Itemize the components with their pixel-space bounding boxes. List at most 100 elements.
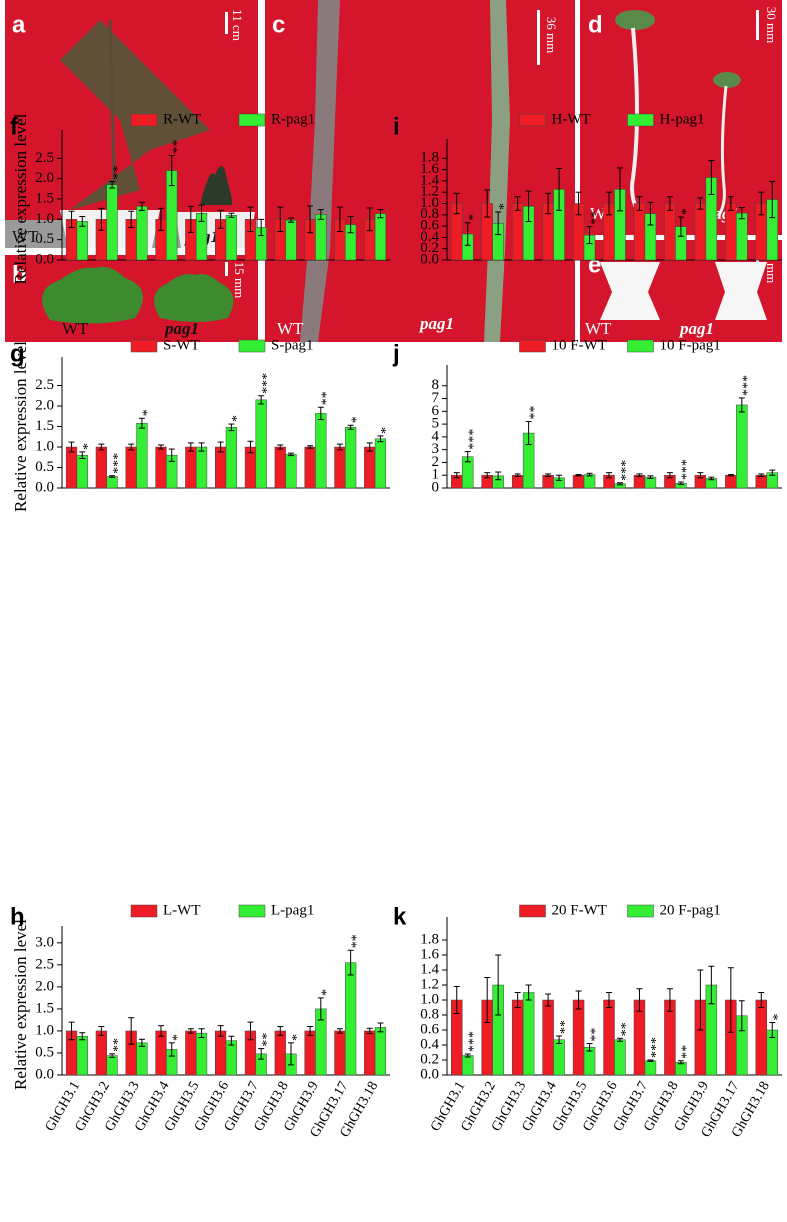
significance: **	[254, 1033, 269, 1047]
bar	[225, 215, 237, 261]
y-tick-label: 1.0	[420, 195, 439, 211]
y-tick-label: 0.4	[420, 229, 439, 245]
significance: ***	[643, 1037, 658, 1058]
y-tick-label: 3.0	[35, 934, 54, 950]
photo-b: b 15 mm WT pag1	[5, 255, 258, 342]
scale-label: 11 cm	[230, 9, 245, 41]
y-tick-label: 0.0	[420, 251, 439, 267]
y-tick-label: 1	[432, 467, 440, 483]
bar	[511, 999, 524, 1076]
bar	[255, 399, 267, 489]
bar	[644, 1060, 657, 1076]
y-tick-label: 2.0	[35, 397, 54, 413]
photo-label: pag1	[678, 319, 714, 338]
panel-letter: a	[12, 11, 26, 38]
significance: *	[460, 214, 475, 221]
y-tick-label: 2.5	[35, 150, 54, 166]
bar	[195, 1032, 208, 1076]
y-tick-label: 2	[432, 454, 440, 470]
bar	[125, 446, 137, 489]
bar	[755, 474, 768, 489]
bar	[215, 446, 227, 489]
y-tick-label: 1.6	[420, 161, 439, 177]
y-axis-label: Relative expression level	[11, 919, 30, 1090]
y-tick-label: 1.0	[35, 1022, 54, 1038]
photo-label: WT	[62, 319, 89, 338]
photo-label: WT	[277, 319, 304, 338]
y-tick-label: 0.5	[35, 1044, 54, 1060]
bar	[572, 474, 585, 489]
photo-label: pag1	[418, 314, 454, 333]
bar	[285, 219, 297, 261]
significance: *	[135, 409, 150, 416]
bar	[755, 999, 768, 1076]
y-tick-label: 7	[432, 390, 440, 406]
y-tick-label: 0.4	[420, 1036, 439, 1052]
bar	[76, 1035, 88, 1076]
y-tick-label: 1.8	[420, 150, 439, 166]
legend-label: R-pag1	[271, 111, 315, 127]
legend-label: L-pag1	[271, 902, 314, 918]
y-tick-label: 1.2	[420, 184, 439, 200]
significance: **	[105, 166, 120, 180]
bar	[511, 474, 524, 489]
bar	[736, 212, 748, 261]
y-tick-label: 1.8	[420, 931, 439, 947]
legend-swatch	[519, 113, 546, 127]
bar	[522, 992, 535, 1076]
y-tick-label: 2.0	[35, 170, 54, 186]
legend-label: 20 F-pag1	[660, 902, 721, 918]
significance: ***	[460, 429, 475, 450]
legend-swatch	[238, 339, 266, 353]
legend-label: R-WT	[163, 111, 201, 127]
bar	[553, 1039, 565, 1076]
bar	[725, 474, 737, 489]
bar	[374, 1027, 387, 1076]
bar	[106, 184, 118, 261]
significance: ***	[613, 460, 628, 481]
panel-letter: h	[10, 903, 25, 930]
bar	[334, 1030, 346, 1076]
significance: *	[75, 443, 90, 450]
significance: ***	[105, 453, 120, 474]
panel-letter: c	[272, 11, 285, 38]
bar	[274, 446, 286, 489]
panel-letter: f	[10, 113, 19, 140]
scale-label: 36 mm	[544, 17, 559, 53]
photo-label: WT	[12, 227, 39, 246]
y-tick-label: 1.2	[420, 976, 439, 992]
significance: ***	[674, 459, 689, 480]
bar	[185, 1030, 197, 1076]
legend-label: H-pag1	[660, 111, 705, 127]
bar	[185, 446, 197, 489]
bar	[694, 203, 707, 261]
significance: **	[314, 391, 329, 405]
y-tick-label: 0.6	[420, 1021, 439, 1037]
significance: *	[284, 1034, 299, 1041]
bar	[155, 446, 167, 489]
panel-letter: d	[588, 11, 603, 38]
legend-label: 20 F-WT	[552, 902, 607, 918]
y-tick-label: 0.2	[420, 1051, 439, 1067]
legend-swatch	[519, 339, 546, 353]
y-tick-label: 0.8	[420, 206, 439, 222]
panel-letter: b	[12, 261, 27, 288]
significance: *	[314, 989, 329, 996]
bar	[195, 446, 208, 489]
bar	[225, 427, 237, 489]
legend-swatch	[130, 113, 158, 127]
significance: **	[582, 211, 597, 225]
bar	[736, 404, 748, 489]
bar	[304, 446, 316, 489]
y-tick-label: 1.0	[35, 211, 54, 227]
y-tick-label: 0.0	[35, 479, 54, 495]
bar	[345, 427, 357, 489]
y-tick-label: 1.6	[420, 946, 439, 962]
y-axis-label: Relative expression level	[11, 341, 30, 512]
bar	[76, 454, 88, 489]
bar	[315, 214, 327, 261]
y-tick-label: 0.6	[420, 218, 439, 234]
legend-swatch	[627, 113, 654, 127]
y-tick-label: 0.5	[35, 459, 54, 475]
